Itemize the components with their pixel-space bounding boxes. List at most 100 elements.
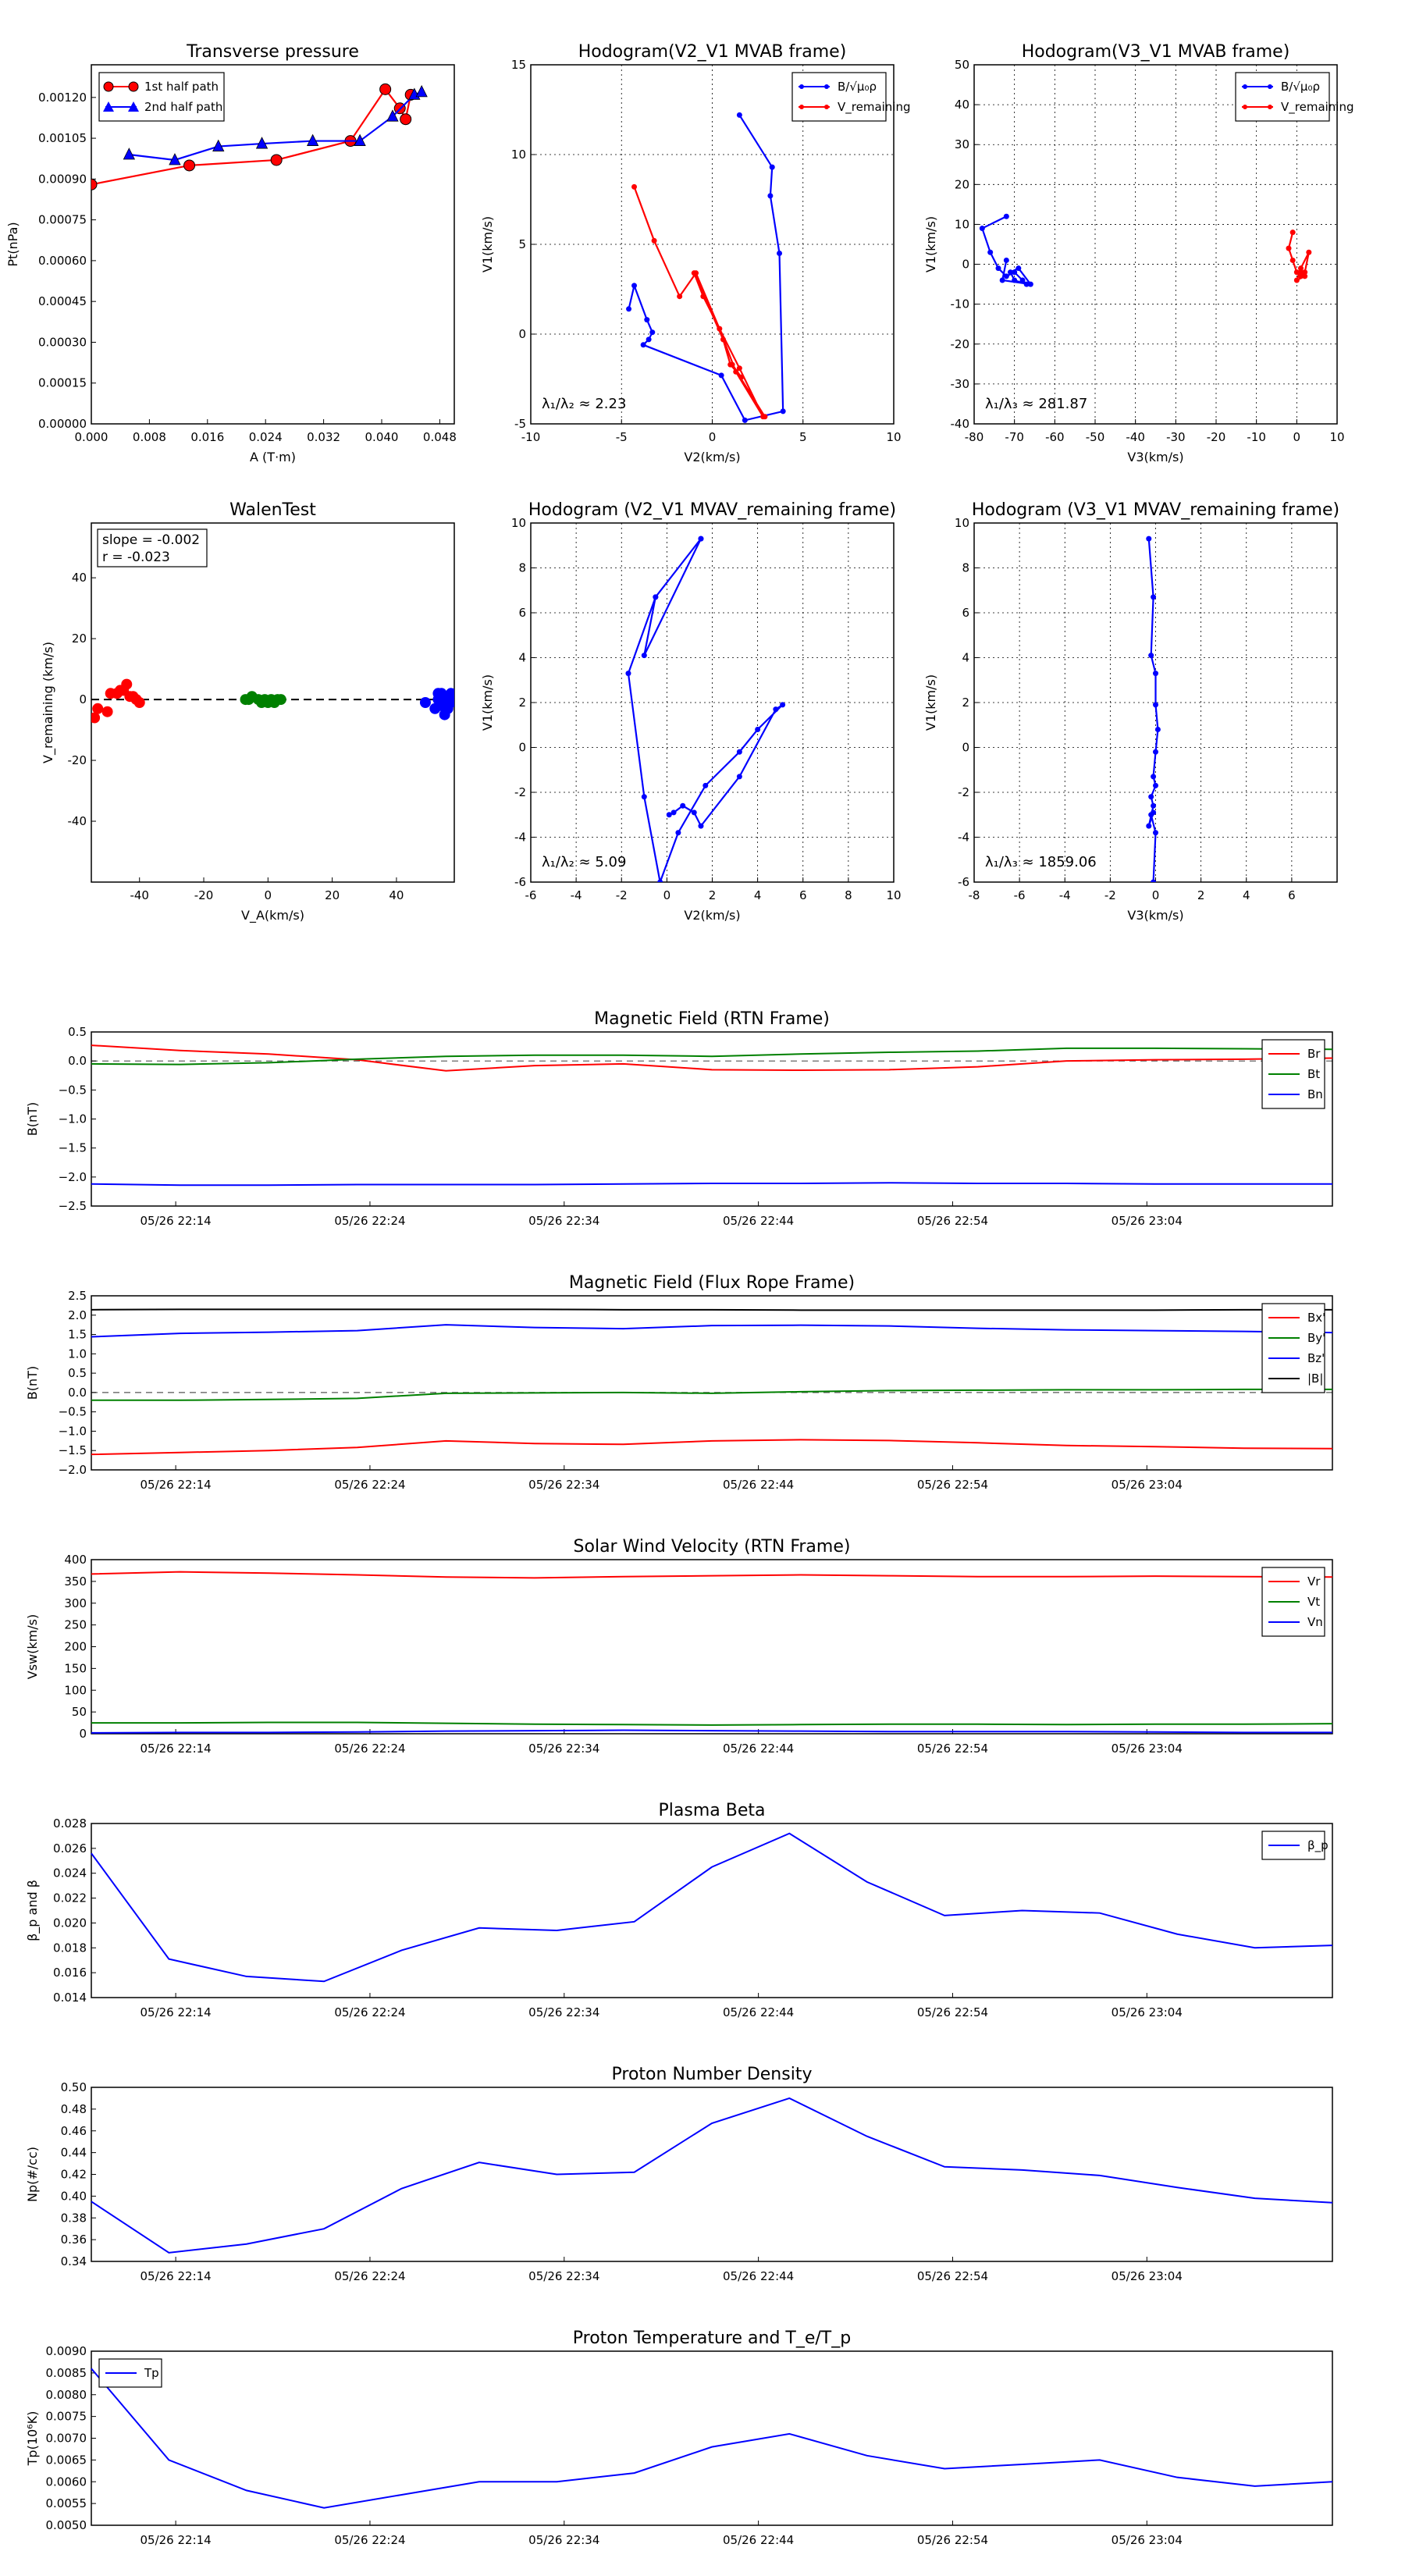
data-point bbox=[666, 812, 672, 818]
series-line bbox=[980, 215, 1033, 286]
x-tick-label: -4 bbox=[571, 888, 582, 902]
y-axis-label: B(nT) bbox=[25, 1366, 40, 1400]
x-tick-label: 05/26 22:24 bbox=[334, 2269, 405, 2283]
x-tick-label: 05/26 22:14 bbox=[140, 2269, 212, 2283]
y-tick-label: 6 bbox=[518, 606, 526, 620]
data-point bbox=[1151, 774, 1157, 780]
y-tick-label: 400 bbox=[64, 1553, 87, 1567]
y-tick-label: 0.00000 bbox=[38, 417, 87, 431]
y-tick-label: 10 bbox=[511, 516, 526, 530]
y-tick-label: 8 bbox=[518, 561, 526, 575]
y-tick-label: 300 bbox=[64, 1596, 87, 1610]
y-tick-label: 250 bbox=[64, 1618, 87, 1632]
x-tick-label: 05/26 22:34 bbox=[528, 1742, 599, 1756]
data-point bbox=[717, 326, 723, 332]
chart-title: Proton Number Density bbox=[612, 2065, 813, 2084]
y-tick-label: 0.0055 bbox=[46, 2496, 87, 2510]
y-tick-label: 350 bbox=[64, 1574, 87, 1589]
stats-box: slope = -0.002 r = -0.023 bbox=[97, 528, 208, 568]
x-axis-label: V2(km/s) bbox=[684, 450, 740, 464]
data-point bbox=[169, 153, 181, 165]
y-tick-label: -2 bbox=[958, 785, 969, 799]
data-point bbox=[691, 809, 697, 816]
legend-label: Vn bbox=[1307, 1615, 1323, 1629]
legend: Tp bbox=[98, 2358, 162, 2388]
data-point bbox=[1027, 281, 1033, 287]
y-tick-label: -4 bbox=[514, 831, 526, 845]
series-line bbox=[91, 2097, 1333, 2254]
data-point bbox=[1298, 265, 1304, 272]
x-tick-label: -4 bbox=[1059, 888, 1071, 902]
x-tick-label: 05/26 22:54 bbox=[917, 1742, 988, 1756]
x-tick-label: 40 bbox=[389, 888, 404, 902]
data-point bbox=[1003, 257, 1009, 263]
chart-title: Magnetic Field (RTN Frame) bbox=[594, 1009, 830, 1029]
data-point bbox=[698, 823, 704, 829]
y-tick-label: 0.016 bbox=[53, 1966, 87, 1980]
x-tick-label: 05/26 22:14 bbox=[140, 1742, 212, 1756]
y-tick-label: 2.5 bbox=[68, 1289, 87, 1303]
x-tick-label: -2 bbox=[1104, 888, 1116, 902]
x-tick-label: 0.024 bbox=[249, 430, 283, 444]
data-point bbox=[1151, 594, 1157, 600]
y-tick-label: 0.028 bbox=[53, 1816, 87, 1831]
y-tick-label: 0.00090 bbox=[38, 172, 87, 186]
y-axis-label: β_p and β bbox=[25, 1880, 41, 1941]
legend: Br Bt Bn bbox=[1261, 1039, 1325, 1109]
x-tick-label: 0 bbox=[709, 430, 717, 444]
legend-label: Bt bbox=[1307, 1067, 1320, 1081]
data-point bbox=[670, 809, 677, 816]
x-tick-label: 2 bbox=[1197, 888, 1205, 902]
y-tick-label: 6 bbox=[962, 606, 969, 620]
y-tick-label: 0.0070 bbox=[46, 2432, 87, 2446]
data-point bbox=[702, 782, 709, 788]
x-tick-label: -60 bbox=[1045, 430, 1065, 444]
y-tick-label: 0.0075 bbox=[46, 2410, 87, 2424]
y-tick-label: 0.5 bbox=[68, 1025, 87, 1039]
y-tick-label: 0 bbox=[962, 258, 969, 272]
legend-label: V_remaining bbox=[1281, 100, 1354, 115]
legend-label: Bn bbox=[1307, 1087, 1323, 1101]
chart-mag_fr: −2.0 −1.5 −1.0 −0.5 0.0 0.5 1.0 1.5 2.0 2.5 05/26 … bbox=[25, 1273, 1333, 1492]
data-point bbox=[1151, 879, 1157, 882]
data-point bbox=[677, 294, 683, 300]
data-point bbox=[718, 372, 724, 379]
y-axis-label: Pt(nPa) bbox=[5, 222, 20, 266]
data-point bbox=[780, 702, 786, 708]
legend-label: B/√μ₀ρ bbox=[838, 80, 877, 94]
data-point bbox=[419, 697, 431, 708]
y-tick-label: 8 bbox=[962, 561, 969, 575]
data-point bbox=[1298, 269, 1304, 276]
series-line bbox=[91, 1832, 1333, 1983]
y-tick-label: 5 bbox=[518, 237, 526, 251]
chart-title: Hodogram(V2_V1 MVAB frame) bbox=[578, 42, 847, 62]
x-tick-label: 0 bbox=[265, 888, 272, 902]
x-tick-label: 0 bbox=[1152, 888, 1160, 902]
series-line bbox=[91, 2368, 1333, 2509]
x-tick-label: 0 bbox=[1293, 430, 1301, 444]
x-tick-label: 05/26 22:34 bbox=[528, 2533, 599, 2547]
data-point bbox=[736, 774, 742, 780]
legend: Bx' By' Bz' |B| bbox=[1261, 1303, 1325, 1393]
y-tick-label: 0.0065 bbox=[46, 2453, 87, 2467]
legend-marker bbox=[128, 81, 139, 92]
y-axis-label: V1(km/s) bbox=[480, 674, 495, 731]
data-point bbox=[736, 749, 742, 755]
x-tick-label: 05/26 22:44 bbox=[723, 1214, 794, 1228]
chart-title: Hodogram (V2_V1 MVAV_remaining frame) bbox=[528, 500, 896, 520]
legend-label: Tp bbox=[144, 2366, 159, 2380]
y-tick-label: 40 bbox=[955, 98, 969, 112]
x-axis-label: V3(km/s) bbox=[1127, 908, 1183, 923]
y-tick-label: 4 bbox=[518, 651, 526, 665]
x-tick-label: 20 bbox=[325, 888, 340, 902]
data-point bbox=[91, 178, 98, 190]
data-point bbox=[92, 703, 104, 714]
y-tick-label: 0.00120 bbox=[38, 91, 87, 105]
data-point bbox=[1012, 269, 1018, 276]
legend-box bbox=[1235, 72, 1330, 122]
data-point bbox=[255, 137, 269, 149]
chart-title: Transverse pressure bbox=[186, 42, 359, 62]
stats-line: r = -0.023 bbox=[102, 550, 170, 565]
series-line bbox=[91, 1044, 1333, 1072]
